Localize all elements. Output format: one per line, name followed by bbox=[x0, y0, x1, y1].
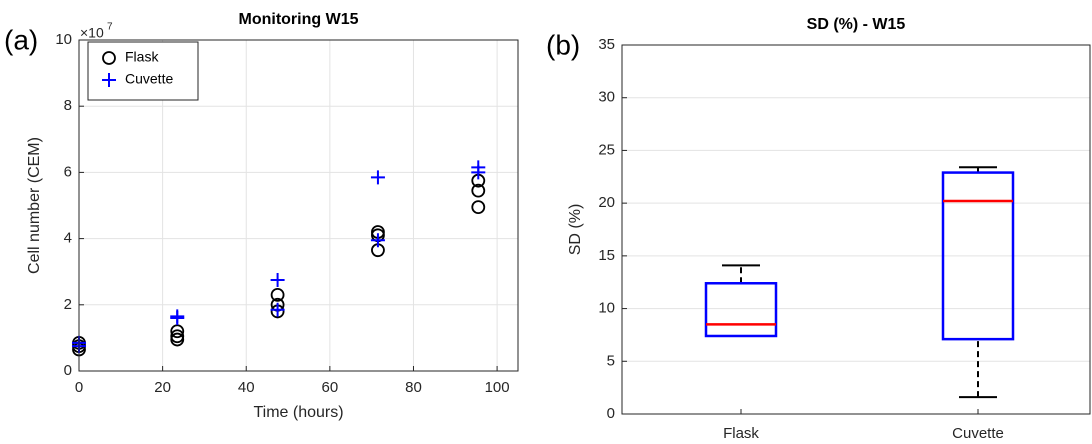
y-tick-label: 8 bbox=[64, 97, 72, 114]
y-tick-label: 35 bbox=[598, 36, 615, 53]
chart-title: SD (%) - W15 bbox=[807, 16, 906, 33]
x-tick-label: 60 bbox=[322, 379, 339, 396]
x-tick-label: Cuvette bbox=[952, 425, 1004, 442]
marker bbox=[370, 233, 385, 248]
y-scale-base: ×10 bbox=[80, 25, 104, 41]
chart-title: Monitoring W15 bbox=[239, 11, 359, 28]
y-tick-label: 10 bbox=[598, 300, 615, 317]
x-tick-label: 100 bbox=[485, 379, 510, 396]
legend-label: Flask bbox=[125, 49, 159, 65]
y-scale-exponent: 7 bbox=[107, 22, 113, 33]
x-axis-label: Time (hours) bbox=[253, 404, 343, 421]
x-tick-label: 80 bbox=[405, 379, 422, 396]
marker bbox=[471, 200, 486, 215]
legend-marker bbox=[102, 73, 116, 87]
marker bbox=[270, 287, 285, 302]
y-tick-label: 0 bbox=[64, 362, 72, 379]
x-tick-label: 0 bbox=[75, 379, 83, 396]
y-tick-label: 30 bbox=[598, 89, 615, 106]
y-axis-label: SD (%) bbox=[567, 204, 584, 256]
y-tick-label: 5 bbox=[607, 352, 615, 369]
y-tick-label: 20 bbox=[598, 194, 615, 211]
y-tick-label: 15 bbox=[598, 247, 615, 264]
legend-marker bbox=[102, 51, 116, 65]
y-tick-label: 4 bbox=[64, 230, 72, 247]
x-tick-label: 20 bbox=[154, 379, 171, 396]
marker bbox=[370, 170, 385, 185]
y-tick-label: 6 bbox=[64, 163, 72, 180]
y-axis-label: Cell number (CEM) bbox=[26, 137, 43, 274]
marker bbox=[170, 329, 185, 344]
marker bbox=[270, 302, 285, 317]
axes-frame bbox=[621, 44, 1091, 415]
marker bbox=[471, 160, 486, 175]
panel-label: (a) bbox=[4, 24, 38, 55]
y-tick-label: 10 bbox=[55, 31, 72, 48]
marker bbox=[270, 272, 285, 287]
x-tick-label: 40 bbox=[238, 379, 255, 396]
y-tick-label: 25 bbox=[598, 141, 615, 158]
x-tick-label: Flask bbox=[723, 425, 759, 442]
legend-label: Cuvette bbox=[125, 71, 173, 87]
box bbox=[704, 282, 778, 338]
panel-label: (b) bbox=[546, 29, 580, 60]
y-tick-label: 0 bbox=[607, 405, 615, 422]
y-tick-label: 2 bbox=[64, 296, 72, 313]
axes-frame bbox=[78, 39, 519, 372]
marker bbox=[170, 324, 185, 339]
marker bbox=[170, 309, 185, 324]
marker bbox=[471, 183, 486, 198]
box bbox=[941, 171, 1015, 341]
